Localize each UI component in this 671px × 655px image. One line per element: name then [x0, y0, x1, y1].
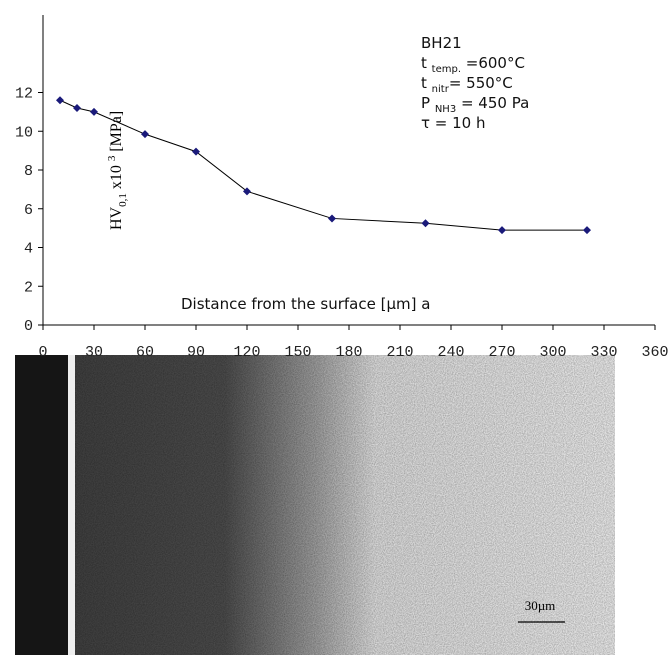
annotation-line: BH21: [421, 34, 462, 52]
y-tick-label: 10: [15, 124, 33, 141]
annotation-text: = 450 Pa: [456, 94, 529, 112]
y-tick-label: 8: [24, 163, 33, 180]
x-tick-label: 360: [641, 344, 668, 361]
x-tick-label: 330: [590, 344, 617, 361]
y-label-part: 0,1: [117, 193, 129, 207]
data-point: [90, 107, 98, 116]
scale-label: 30µm: [525, 598, 556, 613]
data-point: [328, 214, 336, 223]
data-point: [583, 226, 591, 235]
x-tick-label: 60: [136, 344, 154, 361]
y-tick-label: 12: [15, 86, 33, 103]
x-tick-label: 120: [233, 344, 260, 361]
x-tick-label: 240: [437, 344, 464, 361]
x-tick-label: 180: [335, 344, 362, 361]
x-tick-label: 210: [386, 344, 413, 361]
micrograph-layer: [68, 355, 75, 655]
x-tick-label: 0: [38, 344, 47, 361]
y-tick-label: 4: [24, 241, 33, 258]
x-tick-label: 30: [85, 344, 103, 361]
annotation-line: P NH3 = 450 Pa: [421, 94, 529, 115]
annotation-sub: nitr: [432, 84, 450, 95]
micrograph-edge: [15, 355, 70, 655]
annotation-text: τ = 10 h: [421, 114, 486, 132]
x-axis-label: Distance from the surface [µm] a: [181, 295, 430, 313]
y-label-part: 3: [106, 155, 118, 161]
data-point: [421, 219, 430, 228]
x-tick-label: 270: [488, 344, 515, 361]
y-axis-label: HV0,1 x10 3 [MPa]: [106, 111, 129, 230]
data-line: [59, 99, 587, 231]
annotation-text: =600°C: [461, 54, 525, 72]
data-point: [498, 226, 506, 235]
y-label-part: [MPa]: [108, 111, 125, 156]
annotation-sub: temp.: [432, 64, 461, 75]
annotation-text: BH21: [421, 34, 462, 52]
annotation-sub: NH3: [435, 104, 456, 115]
x-tick-label: 150: [284, 344, 311, 361]
y-tick-label: 2: [24, 279, 33, 296]
annotation-text: t: [421, 54, 432, 72]
y-tick-label: 6: [24, 202, 33, 219]
y-label-part: x10: [108, 161, 125, 193]
data-point: [141, 130, 149, 139]
data-point: [192, 147, 200, 156]
data-point: [243, 187, 251, 196]
y-tick-label: 0: [24, 318, 33, 335]
annotation-line: t nitr= 550°C: [421, 74, 513, 95]
y-label-part: HV: [108, 206, 125, 230]
data-point: [56, 96, 64, 105]
annotation-text: P: [421, 94, 435, 112]
annotation-line: t temp. =600°C: [421, 54, 525, 75]
x-tick-label: 300: [539, 344, 566, 361]
data-point: [73, 104, 81, 112]
annotation-text: = 550°C: [449, 74, 513, 92]
annotation-line: τ = 10 h: [421, 114, 486, 132]
micrograph-texture: [65, 355, 615, 655]
x-tick-label: 90: [187, 344, 205, 361]
micrograph: 30µm: [15, 355, 615, 655]
annotation-text: t: [421, 74, 432, 92]
